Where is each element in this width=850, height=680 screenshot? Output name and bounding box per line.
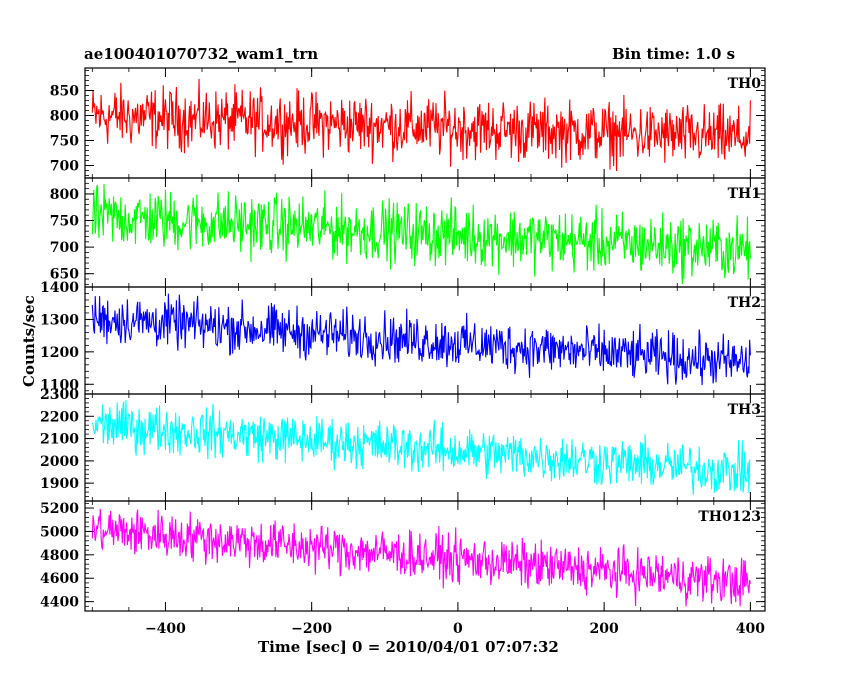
x-tick-label: −200	[291, 621, 332, 637]
x-axis-label: Time [sec] 0 = 2010/04/01 07:07:32	[258, 638, 559, 656]
x-tick-label: 0	[453, 621, 463, 637]
panel-frame	[84, 500, 766, 612]
y-tick-label: 650	[50, 267, 79, 283]
panel-th3: 1900 2000 2100 2200 2300 TH3	[40, 387, 766, 502]
y-tick-label: 850	[50, 84, 79, 100]
series-th2	[91, 293, 751, 386]
y-tick-label: 1200	[40, 345, 79, 361]
y-tick-label: 2000	[40, 454, 79, 470]
bin-time-label: Bin time: 1.0 s	[612, 45, 736, 63]
y-tick-label: 5200	[40, 501, 79, 517]
panel-th0123: 4400 4600 4800 5000 5200 TH0123	[40, 500, 766, 612]
y-tick-label: 700	[50, 159, 79, 175]
y-axis-label: Counts/sec	[20, 295, 38, 387]
series-th0123	[91, 508, 751, 607]
x-tick-label: −400	[145, 621, 186, 637]
y-tick-label: 4400	[40, 595, 79, 611]
y-tick-label: 5000	[40, 524, 79, 540]
y-tick-label: 1100	[40, 377, 79, 393]
x-tick-label: 400	[736, 621, 765, 637]
panel-th2: 1100 1200 1300 1400 TH2	[40, 280, 766, 395]
chart-title: ae100401070732_wam1_trn	[84, 45, 319, 63]
y-tick-label: 4800	[40, 548, 79, 564]
series-th3	[91, 400, 751, 496]
series-label: TH2	[728, 295, 761, 311]
y-tick-label: 750	[50, 214, 79, 230]
series-label: TH1	[728, 186, 761, 202]
series-th1	[91, 183, 751, 285]
y-tick-label: 2300	[40, 387, 79, 403]
y-tick-label: 700	[50, 240, 79, 256]
y-tick-label: 1900	[40, 476, 79, 492]
y-tick-label: 1400	[40, 280, 79, 296]
y-tick-label: 800	[50, 109, 79, 125]
series-label: TH3	[728, 402, 761, 418]
series-label: TH0	[728, 76, 762, 92]
series-label: TH0123	[698, 509, 761, 525]
x-tick-label: 200	[590, 621, 619, 637]
y-tick-label: 800	[50, 187, 79, 203]
y-tick-label: 2100	[40, 432, 79, 448]
y-tick-label: 2200	[40, 409, 79, 425]
panel-th1: 650 700 750 800 TH1	[50, 177, 766, 288]
y-tick-label: 1300	[40, 312, 79, 328]
y-tick-label: 4600	[40, 571, 79, 587]
series-th0	[91, 78, 751, 172]
y-tick-label: 750	[50, 134, 79, 150]
panel-th0: 700 750 800 850 TH0	[50, 67, 766, 179]
